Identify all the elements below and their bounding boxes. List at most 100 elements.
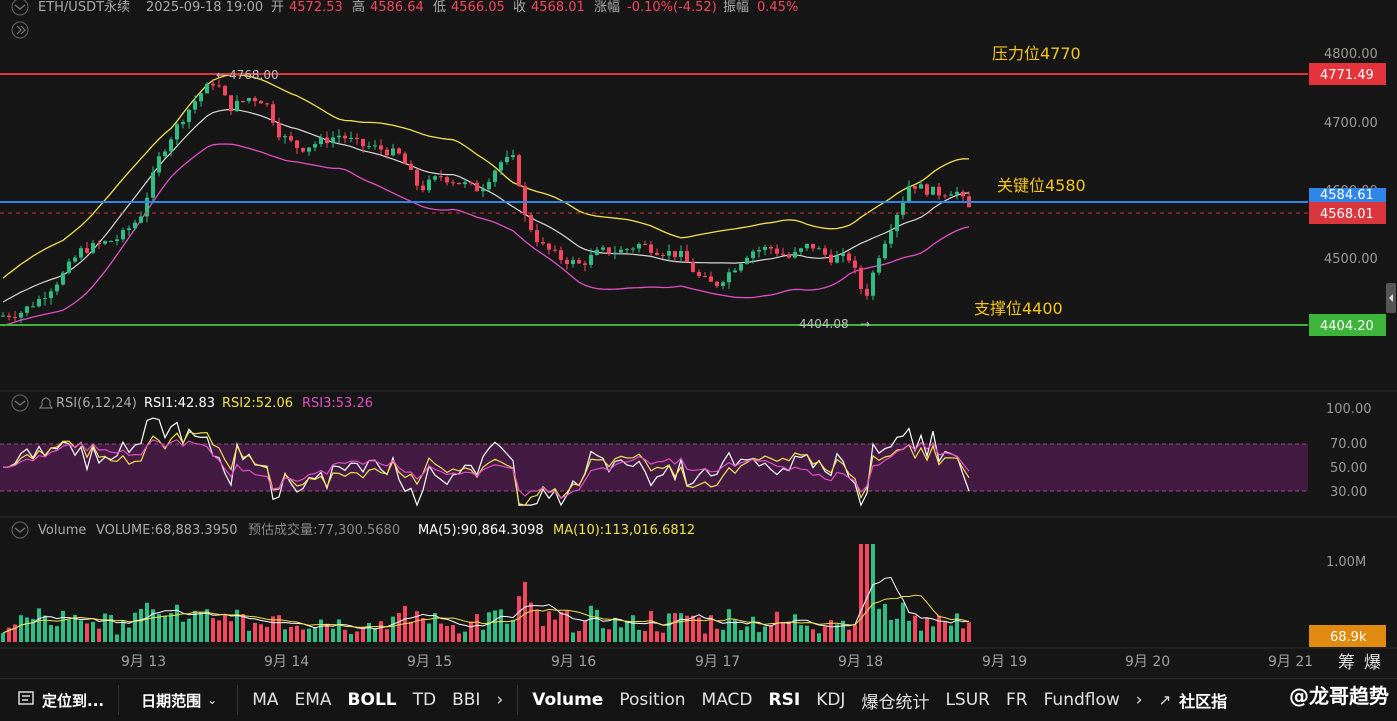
candle-body [331, 137, 335, 144]
candle-body [211, 83, 215, 86]
volume-bar [775, 611, 779, 642]
candle-body [553, 249, 557, 251]
candle-body [547, 243, 551, 250]
indicator-macd[interactable]: MACD [701, 690, 753, 710]
candle-body [667, 251, 671, 256]
indicator-fundflow[interactable]: Fundflow [1043, 690, 1120, 710]
indicator-volume[interactable]: Volume [532, 690, 604, 710]
chip-button[interactable]: 筹 [1338, 653, 1355, 673]
volume-bar [685, 615, 689, 642]
indicator-boll[interactable]: BOLL [347, 690, 397, 710]
volume-bar [205, 609, 209, 642]
collapse-icon[interactable] [11, 521, 29, 539]
candle-body [295, 140, 299, 148]
volume-ma5: MA(5):90,864.3098 [418, 523, 544, 538]
indicator-ema[interactable]: EMA [294, 690, 332, 710]
locate-icon[interactable] [0, 690, 42, 711]
rsi-lines [2, 417, 970, 507]
expand-icon[interactable] [11, 21, 29, 39]
volume-bar [877, 608, 881, 642]
candle-body [943, 195, 947, 197]
candle-body [739, 263, 743, 271]
candle-body [199, 93, 203, 102]
collapse-icon[interactable] [11, 0, 29, 16]
collapse-icon[interactable] [11, 394, 29, 412]
candle-body [589, 254, 593, 265]
liquidation-button[interactable]: 爆 [1364, 653, 1381, 673]
candle-body [787, 254, 791, 258]
volume-bar [367, 622, 371, 642]
community-button[interactable]: 社区指 [1179, 692, 1228, 711]
volume-label: Volume [38, 523, 86, 538]
volume-bar [667, 613, 671, 642]
indicator-rsi[interactable]: RSI [768, 690, 801, 710]
candle-body [55, 284, 59, 292]
volume-bars [1, 544, 971, 642]
header-datetime: 2025-09-18 19:00 [146, 0, 263, 15]
volume-bar [733, 619, 737, 642]
candle-body [457, 182, 461, 185]
volume-bar [73, 614, 77, 642]
candle-body [907, 186, 911, 202]
candle-body [361, 139, 365, 147]
volume-bar [25, 617, 29, 642]
indicator-liquidation[interactable]: 爆仓统计 [861, 692, 930, 713]
volume-bar [133, 612, 137, 642]
volume-bar [469, 621, 473, 642]
volume-bar [757, 632, 761, 642]
volume-bar [967, 622, 971, 642]
price-tags: 4584.61 4771.49 4568.01 4404.20 [1309, 63, 1386, 336]
rsi3-line [2, 439, 970, 499]
candle-body [481, 189, 485, 192]
volume-bar [265, 626, 269, 642]
volume-bar [505, 623, 509, 642]
chevron-right-icon[interactable]: › [1135, 690, 1143, 710]
volume-bar [199, 612, 203, 642]
indicator-ma[interactable]: MA [252, 690, 279, 710]
indicator-kdj[interactable]: KDJ [816, 690, 846, 710]
candle-body [163, 151, 167, 157]
chevron-right-icon[interactable]: › [496, 690, 504, 710]
candle-body [433, 176, 437, 180]
volume-bar [355, 631, 359, 642]
locate-button[interactable]: 定位到... [42, 691, 105, 710]
candle-body [475, 182, 479, 192]
candle-body [127, 228, 131, 231]
volume-bar [859, 544, 863, 642]
rsi2-line [2, 431, 970, 506]
volume-bar [919, 630, 923, 642]
candle-body [775, 248, 779, 254]
indicator-bbi[interactable]: BBI [452, 690, 481, 710]
volume-bar [91, 621, 95, 642]
volume-bar [703, 633, 707, 642]
candle-body [493, 170, 497, 182]
candle-body [181, 121, 185, 125]
candle-body [109, 241, 113, 243]
volume-bar [595, 609, 599, 642]
date-range-button[interactable]: 日期范围 [141, 691, 202, 710]
volume-bar [943, 621, 947, 642]
current-price-tag: 4568.01 [1320, 207, 1374, 222]
resistance-tag: 4771.49 [1320, 68, 1374, 83]
candle-body [271, 104, 275, 123]
indicator-position[interactable]: Position [619, 690, 686, 710]
volume-bar [913, 615, 917, 642]
bell-icon[interactable] [39, 397, 53, 409]
volume-bar [745, 626, 749, 642]
volume-bar [271, 616, 275, 642]
candle-body [151, 172, 155, 198]
candlesticks[interactable] [1, 78, 971, 323]
candle-body [103, 241, 107, 244]
indicator-fr[interactable]: FR [1005, 690, 1028, 710]
indicator-td[interactable]: TD [412, 690, 437, 710]
volume-bar [211, 618, 215, 642]
volume-bar [721, 629, 725, 642]
chevron-down-icon[interactable]: ⌄ [207, 693, 218, 707]
indicator-lsur[interactable]: LSUR [945, 690, 990, 710]
volume-bar [7, 627, 11, 642]
candle-body [961, 191, 965, 197]
external-link-icon[interactable]: ↗ [1158, 691, 1172, 709]
volume-bar [817, 633, 821, 642]
volume-bar [571, 632, 575, 642]
